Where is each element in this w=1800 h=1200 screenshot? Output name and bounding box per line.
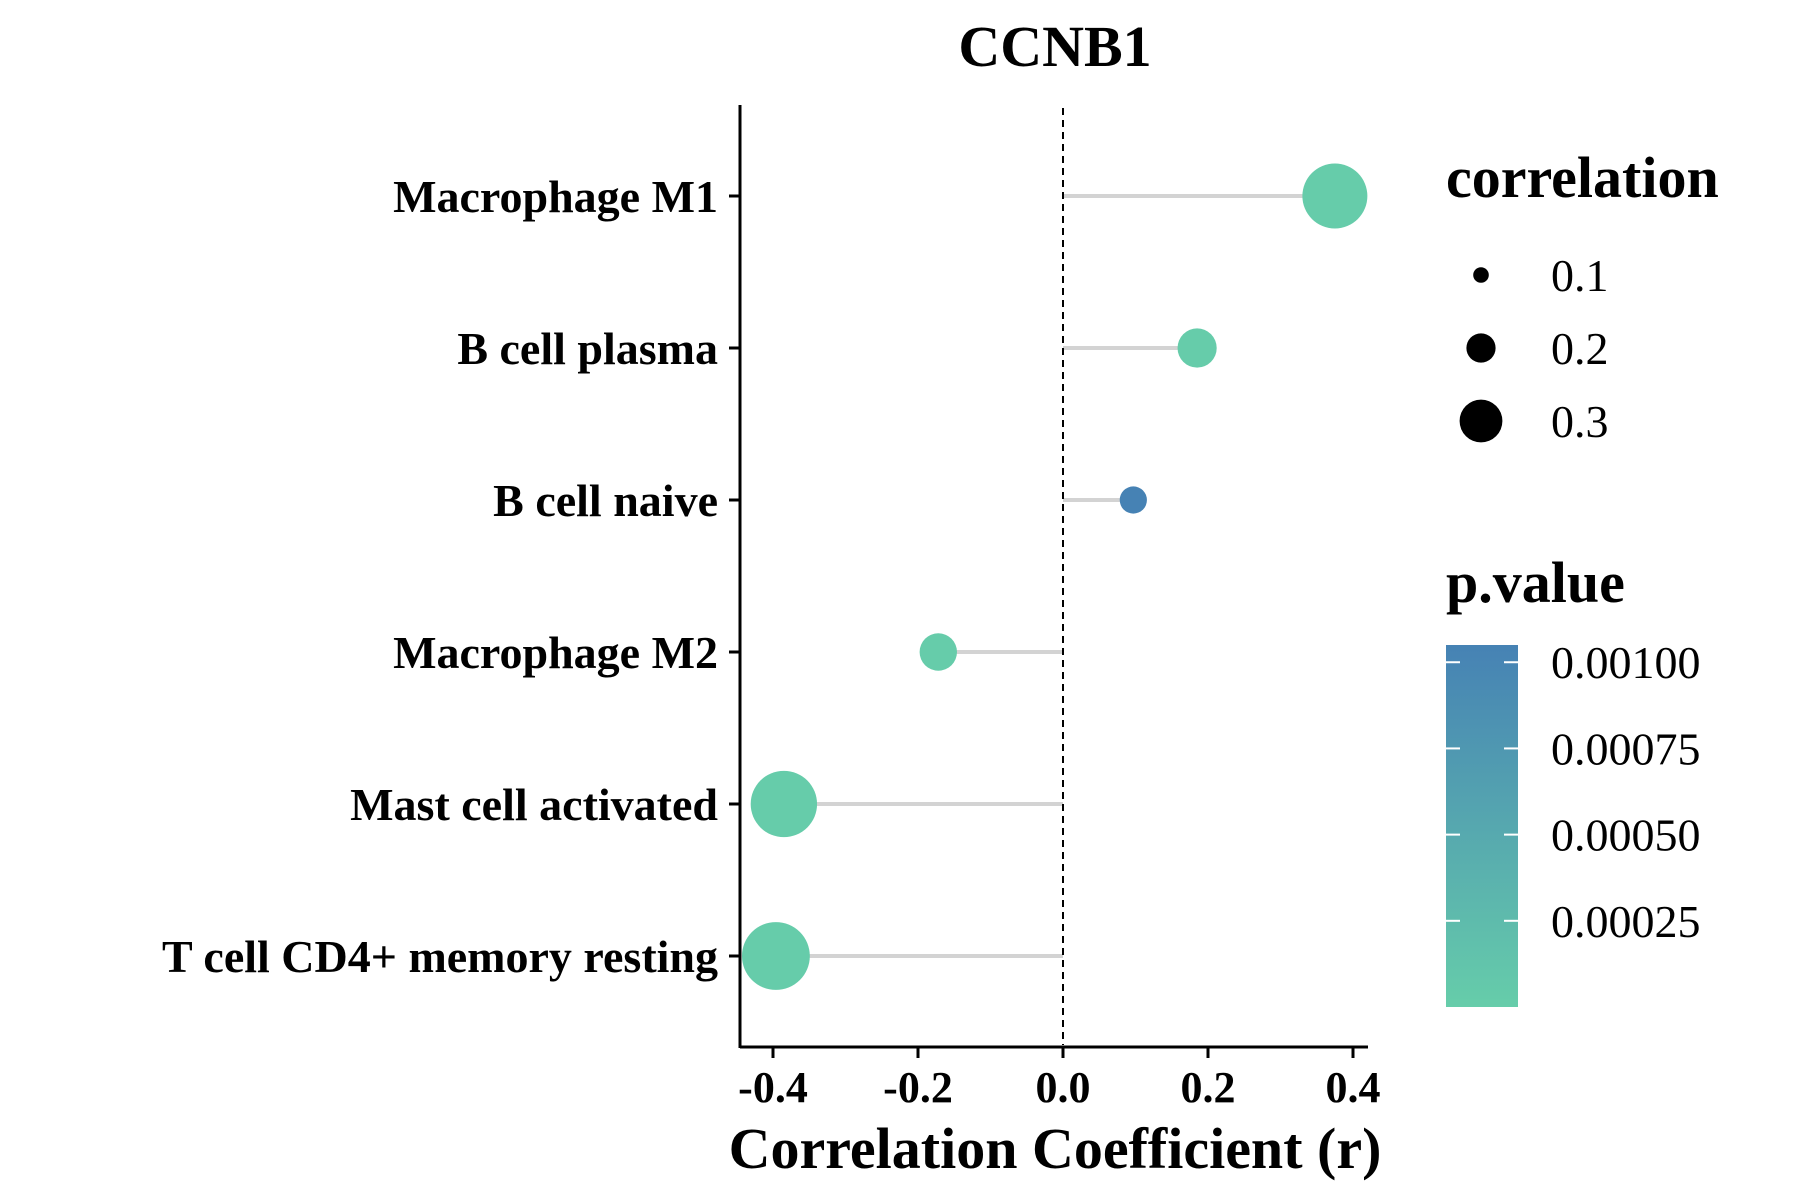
color-legend-label: 0.00025 <box>1551 896 1701 947</box>
x-tick-label: -0.2 <box>883 1063 953 1112</box>
x-tick-label: -0.4 <box>738 1063 808 1112</box>
chart-title: CCNB1 <box>958 14 1151 79</box>
y-tick-label: T cell CD4+ memory resting <box>162 931 718 982</box>
lollipop-points <box>741 163 1368 990</box>
size-legend-key <box>1466 333 1496 363</box>
color-legend-label: 0.00050 <box>1551 810 1701 861</box>
lollipop-point <box>741 922 810 990</box>
color-legend-title: p.value <box>1446 550 1625 615</box>
size-legend: correlation 0.1 0.2 0.3 <box>1446 145 1719 447</box>
size-legend-key <box>1459 399 1503 443</box>
x-axis-ticks: -0.4 -0.2 0.0 0.2 0.4 <box>738 1047 1381 1112</box>
lollipop-point <box>919 633 957 671</box>
y-tick-label: B cell naive <box>493 475 718 526</box>
color-legend: p.value 0.00100 0.00075 0.00050 0.00025 <box>1446 550 1701 1007</box>
lollipop-point <box>1119 486 1147 514</box>
size-legend-label: 0.2 <box>1551 323 1609 374</box>
size-legend-label: 0.1 <box>1551 250 1609 301</box>
y-axis-ticks: Macrophage M1 B cell plasma B cell naive Ma… <box>162 171 740 982</box>
y-tick-label: Macrophage M2 <box>393 627 718 678</box>
color-legend-label: 0.00075 <box>1551 723 1701 774</box>
x-axis-title: Correlation Coefficient (r) <box>729 1116 1382 1181</box>
color-legend-bar <box>1446 645 1518 1007</box>
lollipop-point <box>1177 328 1217 368</box>
lollipop-point <box>750 770 818 838</box>
size-legend-label: 0.3 <box>1551 396 1609 447</box>
y-tick-label: B cell plasma <box>457 323 718 374</box>
y-tick-label: Macrophage M1 <box>393 171 718 222</box>
x-tick-label: 0.4 <box>1326 1063 1381 1112</box>
lollipop-segments <box>775 194 1335 958</box>
y-tick-label: Mast cell activated <box>350 779 718 830</box>
x-tick-label: 0.0 <box>1036 1063 1091 1112</box>
size-legend-title: correlation <box>1446 145 1719 210</box>
color-legend-label: 0.00100 <box>1551 637 1701 688</box>
lollipop-point <box>1302 163 1368 229</box>
size-legend-key <box>1473 267 1489 283</box>
x-tick-label: 0.2 <box>1181 1063 1236 1112</box>
